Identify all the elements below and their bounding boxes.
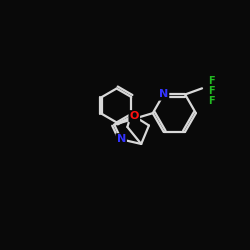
Text: F: F [208,96,214,106]
Text: F: F [208,76,214,86]
Text: F: F [208,86,214,96]
Text: N: N [159,90,168,100]
Text: O: O [130,111,139,121]
Text: N: N [116,134,126,144]
